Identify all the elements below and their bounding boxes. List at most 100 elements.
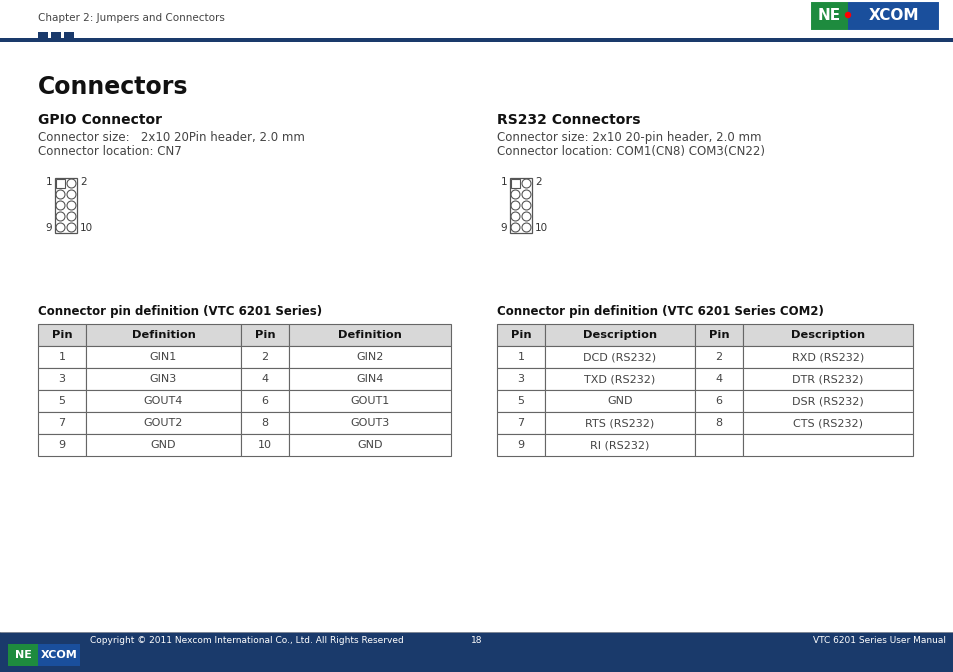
Text: RS232 Connectors: RS232 Connectors: [497, 113, 639, 127]
Text: 1: 1: [46, 177, 52, 187]
Text: Connector pin definition (VTC 6201 Series): Connector pin definition (VTC 6201 Serie…: [38, 305, 322, 318]
Bar: [241, 324, 289, 346]
Text: 2: 2: [715, 352, 721, 362]
Text: 4: 4: [261, 374, 269, 384]
Text: 7: 7: [58, 418, 66, 428]
Bar: [38, 390, 86, 412]
Text: Pin: Pin: [708, 330, 728, 340]
Bar: [86, 390, 241, 412]
Text: Connector size:   2x10 20Pin header, 2.0 mm: Connector size: 2x10 20Pin header, 2.0 m…: [38, 131, 305, 144]
Text: 2: 2: [80, 177, 87, 187]
Text: Pin: Pin: [254, 330, 275, 340]
Bar: [289, 434, 451, 456]
Text: GND: GND: [607, 396, 632, 406]
Text: GIN2: GIN2: [355, 352, 383, 362]
Bar: [742, 368, 912, 390]
Text: Connector location: COM1(CN8) COM3(CN22): Connector location: COM1(CN8) COM3(CN22): [497, 145, 764, 158]
Text: 8: 8: [715, 418, 721, 428]
Bar: [38, 368, 86, 390]
Text: 2: 2: [261, 352, 269, 362]
Text: GND: GND: [356, 440, 382, 450]
Text: RI (RS232): RI (RS232): [590, 440, 649, 450]
Bar: [8, 644, 38, 666]
Bar: [695, 324, 742, 346]
Text: 9: 9: [46, 223, 52, 233]
Text: RXD (RS232): RXD (RS232): [791, 352, 863, 362]
Text: DTR (RS232): DTR (RS232): [792, 374, 862, 384]
Bar: [38, 324, 86, 346]
Bar: [86, 324, 241, 346]
Text: 7: 7: [517, 418, 524, 428]
Text: NE: NE: [817, 9, 840, 24]
Text: 2: 2: [535, 177, 541, 187]
Text: GOUT4: GOUT4: [144, 396, 183, 406]
Bar: [8, 644, 80, 666]
Bar: [241, 434, 289, 456]
Bar: [544, 412, 695, 434]
Text: Definition: Definition: [337, 330, 401, 340]
Bar: [289, 324, 451, 346]
Text: GND: GND: [151, 440, 176, 450]
Bar: [544, 434, 695, 456]
Text: VTC 6201 Series User Manual: VTC 6201 Series User Manual: [812, 636, 945, 645]
Bar: [289, 346, 451, 368]
Bar: [55, 178, 77, 233]
Text: 1: 1: [500, 177, 506, 187]
Bar: [497, 324, 544, 346]
Circle shape: [844, 13, 850, 17]
Bar: [289, 412, 451, 434]
Bar: [51, 32, 61, 42]
Text: Connectors: Connectors: [38, 75, 189, 99]
Bar: [695, 412, 742, 434]
Text: RTS (RS232): RTS (RS232): [585, 418, 654, 428]
Text: Pin: Pin: [510, 330, 531, 340]
Text: TXD (RS232): TXD (RS232): [584, 374, 655, 384]
Bar: [64, 32, 74, 42]
Bar: [511, 179, 519, 188]
Text: Connector size: 2x10 20-pin header, 2.0 mm: Connector size: 2x10 20-pin header, 2.0 …: [497, 131, 760, 144]
Text: GOUT3: GOUT3: [350, 418, 389, 428]
Text: NE: NE: [14, 650, 31, 660]
Text: 5: 5: [517, 396, 524, 406]
Bar: [38, 346, 86, 368]
Bar: [38, 412, 86, 434]
Text: GIN1: GIN1: [150, 352, 177, 362]
Text: GPIO Connector: GPIO Connector: [38, 113, 162, 127]
Bar: [289, 390, 451, 412]
Bar: [695, 346, 742, 368]
Bar: [544, 368, 695, 390]
Bar: [0, 632, 953, 672]
Bar: [289, 368, 451, 390]
Text: 6: 6: [261, 396, 268, 406]
Bar: [695, 368, 742, 390]
Bar: [695, 434, 742, 456]
Bar: [497, 368, 544, 390]
Bar: [497, 412, 544, 434]
Bar: [497, 346, 544, 368]
Text: GOUT1: GOUT1: [350, 396, 389, 406]
Text: 10: 10: [80, 223, 93, 233]
Text: 10: 10: [535, 223, 548, 233]
Text: DSR (RS232): DSR (RS232): [791, 396, 863, 406]
Text: 10: 10: [257, 440, 272, 450]
Bar: [742, 324, 912, 346]
Bar: [742, 434, 912, 456]
Text: Pin: Pin: [51, 330, 72, 340]
Text: 5: 5: [58, 396, 66, 406]
Bar: [0, 38, 953, 42]
Bar: [38, 644, 80, 666]
Text: 1: 1: [58, 352, 66, 362]
Bar: [86, 368, 241, 390]
Text: 9: 9: [500, 223, 506, 233]
Bar: [241, 346, 289, 368]
Bar: [847, 1, 939, 31]
Text: 3: 3: [58, 374, 66, 384]
Text: 18: 18: [471, 636, 482, 645]
Text: GIN3: GIN3: [150, 374, 177, 384]
Bar: [809, 1, 939, 31]
Text: DCD (RS232): DCD (RS232): [583, 352, 656, 362]
Bar: [695, 390, 742, 412]
Bar: [241, 368, 289, 390]
Text: 3: 3: [517, 374, 524, 384]
Bar: [544, 346, 695, 368]
